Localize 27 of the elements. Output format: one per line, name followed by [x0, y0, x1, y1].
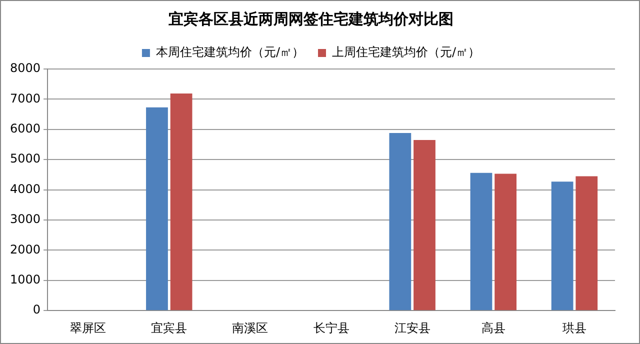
x-tick-label: 翠屏区	[70, 320, 106, 335]
x-tick-label: 江安县	[394, 320, 430, 335]
y-tick-label: 4000	[10, 182, 41, 196]
bar	[551, 182, 574, 310]
bar	[576, 176, 598, 310]
bar	[414, 140, 436, 310]
legend-label: 本周住宅建筑均价（元/㎡）	[156, 45, 304, 60]
y-tick-label: 8000	[10, 61, 41, 76]
x-tick-label: 高县	[481, 320, 506, 335]
y-tick-label: 7000	[10, 91, 41, 106]
legend-label: 上周住宅建筑均价（元/㎡）	[332, 45, 480, 60]
y-tick-label: 5000	[10, 152, 41, 166]
y-tick-label: 0	[32, 302, 41, 317]
x-tick-label: 珙县	[562, 320, 586, 335]
bar	[389, 133, 412, 310]
y-tick-label: 1000	[10, 272, 41, 287]
bar	[146, 107, 168, 310]
bar	[170, 93, 192, 310]
chart-title: 宜宾各区县近两周网签住宅建筑均价对比图	[168, 10, 454, 28]
bar	[470, 172, 492, 310]
y-tick-label: 3000	[10, 212, 41, 226]
x-tick-label: 长宁县	[313, 320, 350, 335]
x-tick-label: 南溪区	[232, 320, 268, 335]
bar	[494, 174, 517, 310]
x-tick-label: 宜宾县	[151, 320, 188, 335]
y-tick-label: 2000	[10, 242, 41, 256]
y-tick-label: 6000	[10, 122, 41, 136]
